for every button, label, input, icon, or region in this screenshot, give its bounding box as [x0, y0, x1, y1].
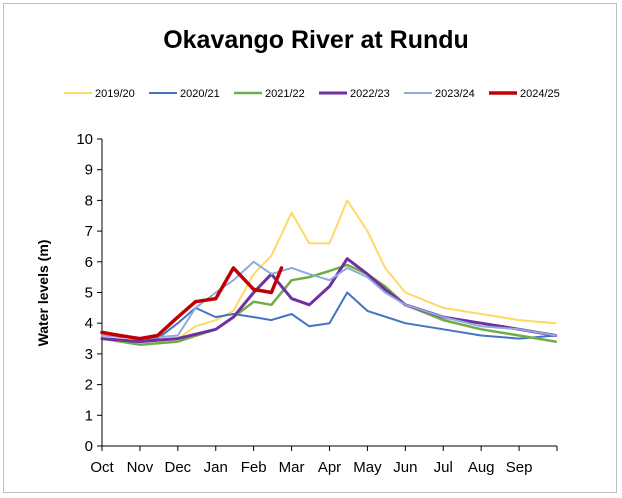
x-tick-label: Jan: [204, 459, 228, 476]
series-line-2023-24: [101, 260, 557, 340]
y-tick-label: 0: [85, 438, 93, 455]
y-tick-label: 2: [85, 377, 93, 394]
x-tick-label: Sep: [506, 459, 533, 476]
y-tick-label: 8: [85, 192, 93, 209]
legend-label: 2024/25: [520, 88, 560, 100]
x-tick-label: Apr: [318, 459, 341, 476]
y-tick-label: 10: [76, 131, 93, 148]
legend-label: 2021/22: [265, 88, 305, 100]
x-tick-label: May: [353, 459, 382, 476]
y-tick-label: 1: [85, 407, 93, 424]
y-tick-label: 9: [85, 162, 93, 179]
legend-label: 2020/21: [180, 88, 220, 100]
x-tick-label: Mar: [279, 459, 305, 476]
series-line-2021-22: [100, 263, 557, 346]
y-tick-label: 6: [85, 254, 93, 271]
y-axis-label: Water levels (m): [35, 240, 51, 347]
x-tick-label: Oct: [90, 459, 114, 476]
x-tick-label: Aug: [468, 459, 495, 476]
y-axis: 0 1 2 3 4 5 6 7 8 9 10: [76, 131, 103, 455]
legend-label: 2023/24: [435, 88, 475, 100]
x-axis: Oct Nov Dec Jan Feb Mar Apr May Jun Jul Aug Sep: [90, 445, 558, 476]
legend-label: 2019/20: [95, 88, 135, 100]
x-tick-label: Jul: [434, 459, 453, 476]
series-lines: [100, 199, 558, 346]
chart-title: Okavango River at Rundu: [163, 26, 469, 54]
x-tick-label: Jun: [393, 459, 417, 476]
x-tick-label: Feb: [241, 459, 267, 476]
series-line-2019-20: [101, 199, 557, 340]
legend: 2019/20 2020/21 2021/22 2022/23 2023/24 2024/…: [64, 88, 560, 100]
y-tick-label: 3: [85, 346, 93, 363]
y-tick-label: 4: [85, 315, 93, 332]
series-line-2024-25: [100, 266, 284, 341]
y-tick-label: 7: [85, 223, 93, 240]
x-tick-label: Nov: [127, 459, 154, 476]
legend-label: 2022/23: [350, 88, 390, 100]
chart-frame: Okavango River at Rundu: [3, 3, 617, 493]
x-tick-label: Dec: [164, 459, 191, 476]
y-tick-label: 5: [85, 285, 93, 302]
